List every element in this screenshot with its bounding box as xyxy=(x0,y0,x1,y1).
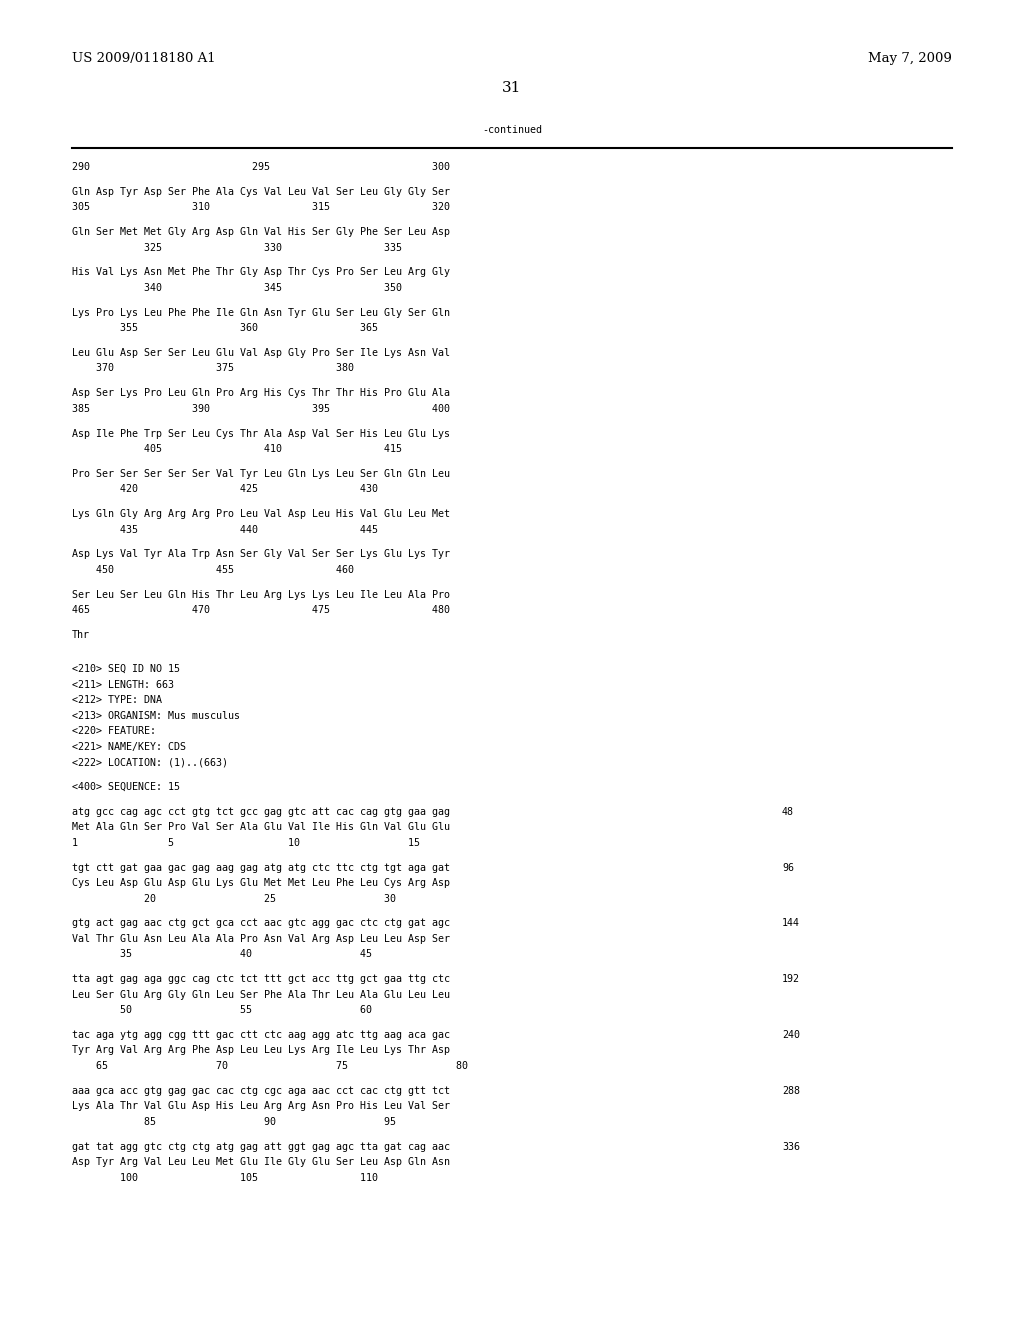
Text: 305                 310                 315                 320: 305 310 315 320 xyxy=(72,202,450,213)
Text: tgt ctt gat gaa gac gag aag gag atg atg ctc ttc ctg tgt aga gat: tgt ctt gat gaa gac gag aag gag atg atg … xyxy=(72,862,450,873)
Text: Lys Pro Lys Leu Phe Phe Ile Gln Asn Tyr Glu Ser Leu Gly Ser Gln: Lys Pro Lys Leu Phe Phe Ile Gln Asn Tyr … xyxy=(72,308,450,318)
Text: His Val Lys Asn Met Phe Thr Gly Asp Thr Cys Pro Ser Leu Arg Gly: His Val Lys Asn Met Phe Thr Gly Asp Thr … xyxy=(72,268,450,277)
Text: tac aga ytg agg cgg ttt gac ctt ctc aag agg atc ttg aag aca gac: tac aga ytg agg cgg ttt gac ctt ctc aag … xyxy=(72,1030,450,1040)
Text: <211> LENGTH: 663: <211> LENGTH: 663 xyxy=(72,680,174,689)
Text: -continued: -continued xyxy=(482,125,542,135)
Text: 85                  90                  95: 85 90 95 xyxy=(72,1117,396,1127)
Text: 20                  25                  30: 20 25 30 xyxy=(72,894,396,904)
Text: <400> SEQUENCE: 15: <400> SEQUENCE: 15 xyxy=(72,781,180,792)
Text: 405                 410                 415: 405 410 415 xyxy=(72,444,402,454)
Text: 48: 48 xyxy=(782,807,794,817)
Text: tta agt gag aga ggc cag ctc tct ttt gct acc ttg gct gaa ttg ctc: tta agt gag aga ggc cag ctc tct ttt gct … xyxy=(72,974,450,985)
Text: <222> LOCATION: (1)..(663): <222> LOCATION: (1)..(663) xyxy=(72,758,228,767)
Text: May 7, 2009: May 7, 2009 xyxy=(868,51,952,65)
Text: Tyr Arg Val Arg Arg Phe Asp Leu Leu Lys Arg Ile Leu Lys Thr Asp: Tyr Arg Val Arg Arg Phe Asp Leu Leu Lys … xyxy=(72,1045,450,1056)
Text: US 2009/0118180 A1: US 2009/0118180 A1 xyxy=(72,51,216,65)
Text: gat tat agg gtc ctg ctg atg gag att ggt gag agc tta gat cag aac: gat tat agg gtc ctg ctg atg gag att ggt … xyxy=(72,1142,450,1151)
Text: <213> ORGANISM: Mus musculus: <213> ORGANISM: Mus musculus xyxy=(72,710,240,721)
Text: 385                 390                 395                 400: 385 390 395 400 xyxy=(72,404,450,413)
Text: 192: 192 xyxy=(782,974,800,985)
Text: Val Thr Glu Asn Leu Ala Ala Pro Asn Val Arg Asp Leu Leu Asp Ser: Val Thr Glu Asn Leu Ala Ala Pro Asn Val … xyxy=(72,933,450,944)
Text: 65                  70                  75                  80: 65 70 75 80 xyxy=(72,1061,468,1071)
Text: 144: 144 xyxy=(782,919,800,928)
Text: 370                 375                 380: 370 375 380 xyxy=(72,363,354,374)
Text: 465                 470                 475                 480: 465 470 475 480 xyxy=(72,606,450,615)
Text: 35                  40                  45: 35 40 45 xyxy=(72,949,372,960)
Text: Met Ala Gln Ser Pro Val Ser Ala Glu Val Ile His Gln Val Glu Glu: Met Ala Gln Ser Pro Val Ser Ala Glu Val … xyxy=(72,822,450,833)
Text: <221> NAME/KEY: CDS: <221> NAME/KEY: CDS xyxy=(72,742,186,751)
Text: Gln Ser Met Met Gly Arg Asp Gln Val His Ser Gly Phe Ser Leu Asp: Gln Ser Met Met Gly Arg Asp Gln Val His … xyxy=(72,227,450,238)
Text: 340                 345                 350: 340 345 350 xyxy=(72,282,402,293)
Text: 50                  55                  60: 50 55 60 xyxy=(72,1006,372,1015)
Text: Leu Glu Asp Ser Ser Leu Glu Val Asp Gly Pro Ser Ile Lys Asn Val: Leu Glu Asp Ser Ser Leu Glu Val Asp Gly … xyxy=(72,348,450,358)
Text: 420                 425                 430: 420 425 430 xyxy=(72,484,378,495)
Text: Asp Tyr Arg Val Leu Leu Met Glu Ile Gly Glu Ser Leu Asp Gln Asn: Asp Tyr Arg Val Leu Leu Met Glu Ile Gly … xyxy=(72,1158,450,1167)
Text: Asp Ser Lys Pro Leu Gln Pro Arg His Cys Thr Thr His Pro Glu Ala: Asp Ser Lys Pro Leu Gln Pro Arg His Cys … xyxy=(72,388,450,399)
Text: 96: 96 xyxy=(782,862,794,873)
Text: <212> TYPE: DNA: <212> TYPE: DNA xyxy=(72,696,162,705)
Text: Gln Asp Tyr Asp Ser Phe Ala Cys Val Leu Val Ser Leu Gly Gly Ser: Gln Asp Tyr Asp Ser Phe Ala Cys Val Leu … xyxy=(72,187,450,197)
Text: 290                           295                           300: 290 295 300 xyxy=(72,162,450,172)
Text: Leu Ser Glu Arg Gly Gln Leu Ser Phe Ala Thr Leu Ala Glu Leu Leu: Leu Ser Glu Arg Gly Gln Leu Ser Phe Ala … xyxy=(72,990,450,999)
Text: Asp Ile Phe Trp Ser Leu Cys Thr Ala Asp Val Ser His Leu Glu Lys: Asp Ile Phe Trp Ser Leu Cys Thr Ala Asp … xyxy=(72,429,450,438)
Text: 355                 360                 365: 355 360 365 xyxy=(72,323,378,333)
Text: <220> FEATURE:: <220> FEATURE: xyxy=(72,726,156,737)
Text: Lys Gln Gly Arg Arg Arg Pro Leu Val Asp Leu His Val Glu Leu Met: Lys Gln Gly Arg Arg Arg Pro Leu Val Asp … xyxy=(72,510,450,519)
Text: atg gcc cag agc cct gtg tct gcc gag gtc att cac cag gtg gaa gag: atg gcc cag agc cct gtg tct gcc gag gtc … xyxy=(72,807,450,817)
Text: Thr: Thr xyxy=(72,630,90,640)
Text: 100                 105                 110: 100 105 110 xyxy=(72,1172,378,1183)
Text: Ser Leu Ser Leu Gln His Thr Leu Arg Lys Lys Leu Ile Leu Ala Pro: Ser Leu Ser Leu Gln His Thr Leu Arg Lys … xyxy=(72,590,450,599)
Text: gtg act gag aac ctg gct gca cct aac gtc agg gac ctc ctg gat agc: gtg act gag aac ctg gct gca cct aac gtc … xyxy=(72,919,450,928)
Text: 240: 240 xyxy=(782,1030,800,1040)
Text: 325                 330                 335: 325 330 335 xyxy=(72,243,402,252)
Text: Pro Ser Ser Ser Ser Ser Val Tyr Leu Gln Lys Leu Ser Gln Gln Leu: Pro Ser Ser Ser Ser Ser Val Tyr Leu Gln … xyxy=(72,469,450,479)
Text: 288: 288 xyxy=(782,1086,800,1096)
Text: 31: 31 xyxy=(503,81,521,95)
Text: <210> SEQ ID NO 15: <210> SEQ ID NO 15 xyxy=(72,664,180,675)
Text: 1               5                   10                  15: 1 5 10 15 xyxy=(72,838,420,847)
Text: Asp Lys Val Tyr Ala Trp Asn Ser Gly Val Ser Ser Lys Glu Lys Tyr: Asp Lys Val Tyr Ala Trp Asn Ser Gly Val … xyxy=(72,549,450,560)
Text: aaa gca acc gtg gag gac cac ctg cgc aga aac cct cac ctg gtt tct: aaa gca acc gtg gag gac cac ctg cgc aga … xyxy=(72,1086,450,1096)
Text: 450                 455                 460: 450 455 460 xyxy=(72,565,354,576)
Text: Cys Leu Asp Glu Asp Glu Lys Glu Met Met Leu Phe Leu Cys Arg Asp: Cys Leu Asp Glu Asp Glu Lys Glu Met Met … xyxy=(72,878,450,888)
Text: 435                 440                 445: 435 440 445 xyxy=(72,524,378,535)
Text: 336: 336 xyxy=(782,1142,800,1151)
Text: Lys Ala Thr Val Glu Asp His Leu Arg Arg Asn Pro His Leu Val Ser: Lys Ala Thr Val Glu Asp His Leu Arg Arg … xyxy=(72,1101,450,1111)
